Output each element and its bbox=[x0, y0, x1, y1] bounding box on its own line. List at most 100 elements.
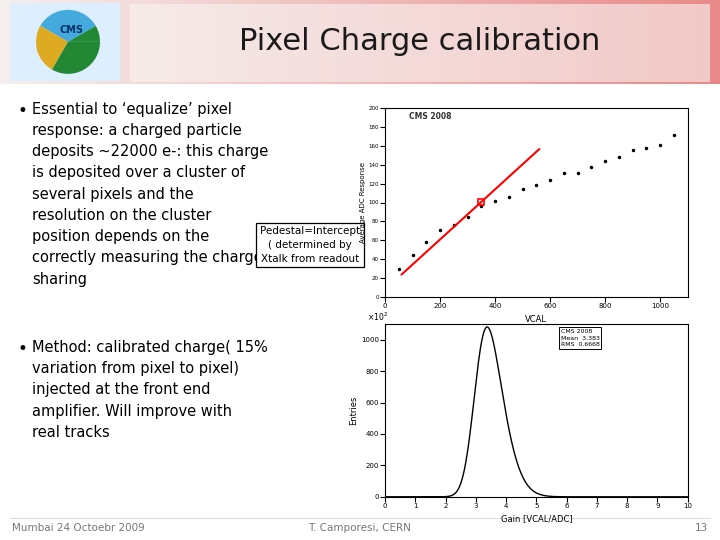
Bar bbox=[155, 0, 159, 84]
Bar bbox=[360, 0, 364, 84]
Bar bbox=[608, 0, 613, 84]
Bar bbox=[684, 0, 688, 84]
Bar bbox=[349, 0, 354, 84]
Bar bbox=[346, 0, 350, 84]
Bar bbox=[630, 0, 634, 84]
Bar bbox=[198, 0, 202, 84]
Bar bbox=[302, 0, 307, 84]
Bar bbox=[454, 0, 458, 84]
Y-axis label: Entries: Entries bbox=[349, 396, 358, 425]
Bar bbox=[266, 0, 271, 84]
Bar bbox=[25, 0, 30, 84]
Bar bbox=[482, 0, 487, 84]
Bar bbox=[148, 0, 152, 84]
Bar bbox=[497, 0, 501, 84]
Bar bbox=[428, 0, 433, 84]
Bar bbox=[230, 0, 235, 84]
Bar bbox=[162, 0, 166, 84]
Bar bbox=[594, 0, 598, 84]
Bar bbox=[133, 0, 138, 84]
X-axis label: Gain [VCAL/ADC]: Gain [VCAL/ADC] bbox=[500, 515, 572, 524]
Bar bbox=[130, 4, 710, 82]
Bar bbox=[634, 0, 638, 84]
Bar bbox=[122, 0, 127, 84]
Bar bbox=[274, 0, 278, 84]
Bar bbox=[238, 0, 242, 84]
Bar bbox=[450, 0, 454, 84]
Bar bbox=[288, 0, 292, 84]
Y-axis label: Average ADC Response: Average ADC Response bbox=[360, 162, 366, 243]
Bar bbox=[414, 0, 418, 84]
Bar bbox=[547, 0, 552, 84]
Bar bbox=[7, 0, 12, 84]
Bar bbox=[644, 0, 649, 84]
Bar bbox=[144, 0, 148, 84]
Bar bbox=[151, 0, 156, 84]
Bar bbox=[382, 0, 386, 84]
Bar bbox=[374, 0, 379, 84]
Bar bbox=[338, 0, 343, 84]
Bar bbox=[457, 0, 462, 84]
Bar bbox=[90, 0, 94, 84]
Bar bbox=[576, 0, 580, 84]
Bar bbox=[522, 0, 526, 84]
Bar bbox=[673, 0, 678, 84]
Text: Pixel Charge calibration: Pixel Charge calibration bbox=[239, 28, 600, 56]
Bar bbox=[140, 0, 145, 84]
Bar bbox=[61, 0, 66, 84]
Bar bbox=[666, 0, 670, 84]
Bar bbox=[716, 0, 720, 84]
Bar bbox=[407, 0, 411, 84]
Bar bbox=[504, 0, 508, 84]
Wedge shape bbox=[36, 26, 68, 70]
Bar bbox=[432, 0, 436, 84]
Bar bbox=[209, 0, 213, 84]
Text: •: • bbox=[18, 340, 28, 358]
Bar bbox=[205, 0, 210, 84]
Bar bbox=[292, 0, 296, 84]
Bar bbox=[166, 0, 170, 84]
Bar bbox=[36, 0, 40, 84]
Bar bbox=[18, 0, 22, 84]
Bar bbox=[500, 0, 505, 84]
Bar bbox=[364, 0, 368, 84]
Bar bbox=[83, 0, 87, 84]
Bar bbox=[515, 0, 519, 84]
Bar bbox=[115, 0, 120, 84]
Bar bbox=[227, 0, 231, 84]
Bar bbox=[443, 0, 447, 84]
Bar bbox=[493, 0, 498, 84]
Bar bbox=[641, 0, 645, 84]
Bar bbox=[223, 0, 228, 84]
Bar bbox=[342, 0, 346, 84]
Bar bbox=[328, 0, 332, 84]
Bar bbox=[580, 0, 584, 84]
Bar bbox=[475, 0, 480, 84]
Bar bbox=[713, 0, 717, 84]
Bar bbox=[47, 0, 51, 84]
Text: CMS 2008: CMS 2008 bbox=[410, 112, 452, 122]
Bar bbox=[176, 0, 181, 84]
Bar bbox=[191, 0, 195, 84]
Bar bbox=[216, 0, 220, 84]
Bar bbox=[558, 0, 562, 84]
Bar bbox=[0, 0, 4, 84]
Bar bbox=[72, 0, 76, 84]
Bar bbox=[126, 0, 130, 84]
Bar bbox=[324, 0, 328, 84]
Bar bbox=[677, 0, 681, 84]
Bar bbox=[587, 0, 591, 84]
Bar bbox=[659, 0, 663, 84]
Bar bbox=[389, 0, 393, 84]
Bar bbox=[4, 0, 8, 84]
Bar bbox=[410, 0, 415, 84]
Bar bbox=[180, 0, 184, 84]
Bar bbox=[670, 0, 674, 84]
Bar bbox=[551, 0, 555, 84]
Bar bbox=[572, 0, 577, 84]
Bar bbox=[14, 0, 19, 84]
Bar bbox=[605, 0, 609, 84]
Text: •: • bbox=[18, 102, 28, 120]
Bar bbox=[245, 0, 249, 84]
Bar bbox=[392, 0, 397, 84]
